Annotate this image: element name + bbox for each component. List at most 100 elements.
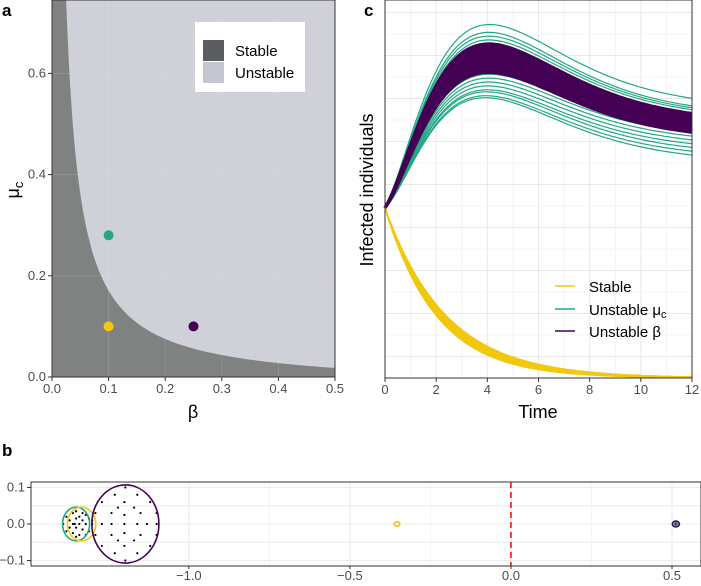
x-tick-label: 10 [634, 382, 648, 397]
x-tick-label: 12 [685, 382, 699, 397]
panel-a-legend: Stable Unstable [195, 22, 305, 92]
ylabel-sub: c [11, 181, 26, 188]
y-tick-label: 0.1 [7, 479, 25, 494]
eigenvalue-point [113, 493, 116, 496]
eigenvalue-point [124, 486, 127, 489]
ellipse-stable-outlier [393, 521, 401, 527]
line-stable [384, 207, 692, 379]
eigenvalue-point [71, 511, 74, 515]
line-unstable-mu [384, 95, 693, 209]
svg-text:Unstable μc: Unstable μc [589, 302, 667, 321]
eigenvalue-point [113, 552, 116, 555]
eigenvalue-point [132, 506, 136, 509]
legend-swatch-unstable [203, 62, 224, 83]
ellipse-unstable-mu-outlier [673, 521, 679, 527]
eigenvalue-point [149, 500, 152, 504]
x-tick-label: −1.0 [176, 568, 202, 583]
eigenvalue-point [74, 526, 78, 529]
eigenvalue-point [136, 552, 139, 555]
eigenvalue-point [78, 533, 81, 537]
eigenvalue-point [123, 522, 126, 526]
eigenvalue-point [94, 533, 97, 537]
line-unstable-mu [384, 89, 693, 209]
eigenvalue-point [78, 522, 81, 526]
line-unstable-mu [384, 85, 693, 209]
y-tick-label: 0.0 [7, 516, 25, 531]
panel-b-eigenvalue-plot: −1.0 −0.5 0.0 0.5 0.1 0.0 −0.1 [0, 479, 701, 583]
y-tick-label: 0.6 [28, 65, 46, 80]
y-tick-label: 0.4 [28, 167, 46, 182]
eigenvalue-point [81, 519, 84, 522]
eigenvalue-point [123, 500, 126, 504]
eigenvalue-point [71, 532, 74, 535]
x-tick-label: −0.5 [337, 568, 363, 583]
panel-label-a: a [2, 1, 12, 20]
eigenvalue-point [116, 539, 120, 542]
x-tick-label: 0 [381, 382, 388, 397]
line-unstable-mu [384, 91, 693, 209]
eigenvalue-point [116, 506, 120, 509]
eigenvalue-point [139, 511, 142, 515]
panel-a-xlabel: β [188, 402, 198, 422]
eigenvalue-point [74, 517, 78, 520]
eigenvalue-point [123, 544, 126, 548]
panel-c-legend: Stable Unstable μc Unstable β [555, 279, 667, 341]
eigenvalue-point [124, 559, 127, 562]
point-stable [103, 321, 114, 332]
point-unstable-beta [188, 321, 199, 332]
eigenvalue-point [110, 522, 113, 526]
panel-c-xlabel: Time [518, 402, 557, 422]
eigenvalue-point [74, 535, 78, 538]
legend-label-sub: c [661, 309, 667, 321]
eigenvalue-point [73, 522, 76, 526]
line-unstable-mu [384, 31, 693, 209]
legend-swatch-stable [203, 40, 224, 61]
eigenvalue-point [136, 493, 139, 496]
eigenvalue-point [81, 511, 84, 515]
eigenvalue-point [123, 532, 126, 535]
panel-c-infected-timeseries: 0 2 4 6 8 10 12 [381, 0, 699, 397]
x-tick-label: 0.1 [100, 381, 118, 396]
panel-a-ylabel: μc [3, 181, 26, 198]
eigenvalue-point [100, 522, 103, 526]
point-unstable-mu [103, 230, 114, 241]
eigenvalue-point [68, 519, 71, 522]
eigenvalue-point [139, 533, 142, 537]
panel-label-b: b [2, 441, 12, 460]
eigenvalue-point [149, 544, 152, 548]
x-tick-label: 0.5 [663, 568, 681, 583]
line-unstable-mu [384, 23, 693, 209]
eigenvalue-point [94, 511, 97, 515]
x-tick-label: 0.2 [156, 381, 174, 396]
panel-label-c: c [364, 1, 373, 20]
eigenvalue-point [71, 522, 74, 526]
x-tick-label: 2 [433, 382, 440, 397]
ellipse-unstable-mu [61, 506, 91, 542]
ellipse-unstable-beta [91, 484, 160, 564]
line-unstable-mu [384, 81, 693, 209]
legend-label-stable: Stable [235, 43, 278, 60]
ellipse-stable [66, 506, 97, 542]
eigenvalue-point [78, 515, 81, 518]
x-tick-label: 0.0 [43, 381, 61, 396]
line-unstable-beta [383, 69, 693, 209]
ellipse-unstable-beta-outlier [671, 520, 681, 528]
eigenvalue-point [84, 522, 87, 526]
ylabel-mu: μ [3, 188, 23, 198]
svg-text:μc: μc [3, 181, 26, 198]
eigenvalue-point [74, 510, 78, 513]
x-tick-label: 4 [484, 382, 491, 397]
eigenvalue-point [110, 533, 113, 537]
x-tick-label: 8 [586, 382, 593, 397]
panel-c-ylabel: Infected individuals [357, 113, 377, 266]
legend-label-stable: Stable [589, 279, 632, 296]
eigenvalue-point [100, 544, 103, 548]
eigenvalue-point [110, 511, 113, 515]
eigenvalue-point [145, 522, 149, 526]
y-tick-label: 0.0 [28, 369, 46, 384]
line-unstable-mu [384, 97, 693, 209]
eigenvalue-point [65, 530, 68, 533]
eigenvalue-point [81, 528, 84, 531]
eigenvalue-point [68, 526, 71, 529]
